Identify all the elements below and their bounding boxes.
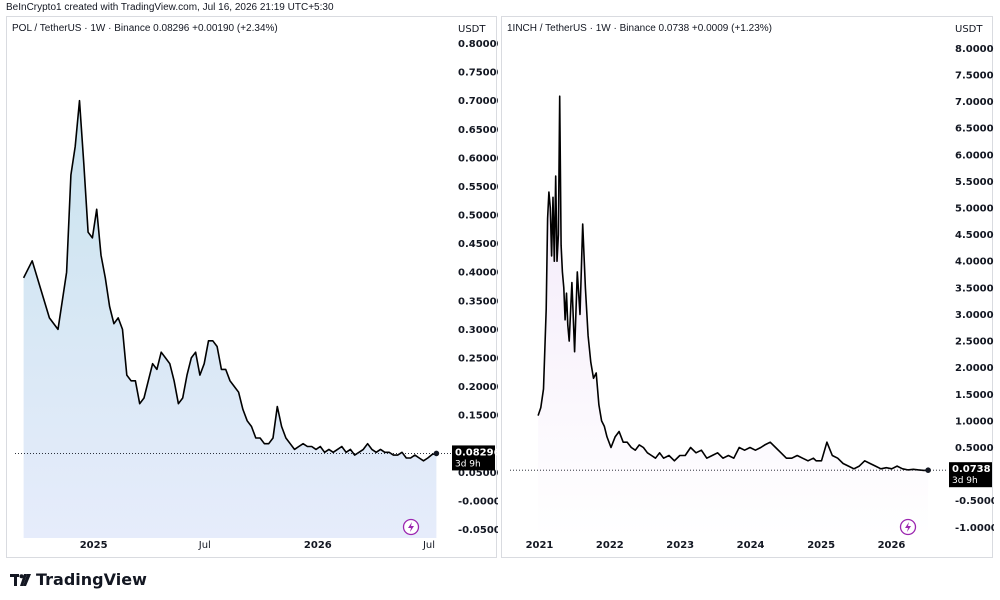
y-tick-label: 1.5000 <box>955 390 994 401</box>
x-tick-label: 2026 <box>878 540 906 551</box>
x-tick-label: Jul <box>422 540 435 551</box>
x-tick-label: 2023 <box>666 540 694 551</box>
y-tick-label: -0.5000 <box>955 496 994 507</box>
y-tick-label: 3.5000 <box>955 283 994 294</box>
axis-unit-label: USDT <box>458 24 486 35</box>
price-tag <box>452 445 495 471</box>
price-tag-countdown: 3d 9h <box>455 459 481 469</box>
tradingview-logo-icon[interactable] <box>10 573 32 587</box>
lightning-icon[interactable] <box>899 518 917 536</box>
x-tick-label: 2021 <box>526 540 554 551</box>
chart-panel-1inch[interactable]: USDT 8.0000 7.5000 7.0000 6.5000 6.0000 5.5000… <box>501 16 994 558</box>
x-tick-label: 2026 <box>304 540 332 551</box>
x-tick-label: 2022 <box>596 540 624 551</box>
chart-svg-1inch: USDT 8.0000 7.5000 7.0000 6.5000 6.0000 5.5000… <box>510 24 994 551</box>
axis-unit-label: USDT <box>955 24 983 35</box>
y-tick-label: 4.5000 <box>955 230 994 241</box>
symbol-title[interactable]: POL / TetherUS · 1W · Binance <box>12 23 151 34</box>
y-tick-label: 8.0000 <box>955 44 994 55</box>
area-fill <box>23 100 437 538</box>
price-change: +0.00190 (+2.34%) <box>192 23 278 34</box>
chart-legend-1inch: 1INCH / TetherUS · 1W · Binance 0.0738 +… <box>507 23 772 34</box>
price-tag <box>949 462 992 488</box>
tradingview-brand[interactable]: TradingView <box>36 570 147 589</box>
price-line <box>537 95 929 472</box>
x-tick-label: 2025 <box>80 540 108 551</box>
y-tick-label: 6.5000 <box>955 124 994 135</box>
last-price: 0.0738 <box>658 23 690 34</box>
y-tick-label: 1.0000 <box>955 416 994 427</box>
y-tick-label: 6.0000 <box>955 150 994 161</box>
attribution-text: BeInCrypto1 created with TradingView.com… <box>6 2 334 13</box>
footer: TradingView <box>10 570 147 589</box>
price-tag-value: 0.0738 <box>952 464 991 475</box>
y-tick-label: 2.0000 <box>955 363 994 374</box>
y-tick-label: 3.0000 <box>955 310 994 321</box>
symbol-title[interactable]: 1INCH / TetherUS · 1W · Binance <box>507 23 656 34</box>
last-price-dot <box>925 467 931 473</box>
price-tag-value: 0.08296 <box>455 447 498 458</box>
lightning-icon[interactable] <box>402 518 420 536</box>
y-tick-label: 0.5000 <box>955 443 994 454</box>
y-tick-label: 5.0000 <box>955 203 994 214</box>
y-tick-label: -1.0000 <box>955 523 994 534</box>
y-tick-label: 5.5000 <box>955 177 994 188</box>
y-tick-label: 7.0000 <box>955 97 994 108</box>
y-tick-label: 2.5000 <box>955 337 994 348</box>
x-tick-label: 2024 <box>737 540 765 551</box>
y-tick-label: 7.5000 <box>955 70 994 81</box>
price-change: +0.0009 (+1.23%) <box>691 23 772 34</box>
last-price-dot <box>433 450 440 457</box>
last-price: 0.08296 <box>153 23 190 34</box>
price-line <box>22 99 437 462</box>
y-tick-label: 4.0000 <box>955 257 994 268</box>
x-tick-label: Jul <box>198 540 211 551</box>
chart-legend-pol: POL / TetherUS · 1W · Binance 0.08296 +0… <box>12 23 278 34</box>
x-tick-label: 2025 <box>807 540 835 551</box>
area-fill <box>538 96 929 538</box>
price-tag-countdown: 3d 9h <box>952 476 978 486</box>
